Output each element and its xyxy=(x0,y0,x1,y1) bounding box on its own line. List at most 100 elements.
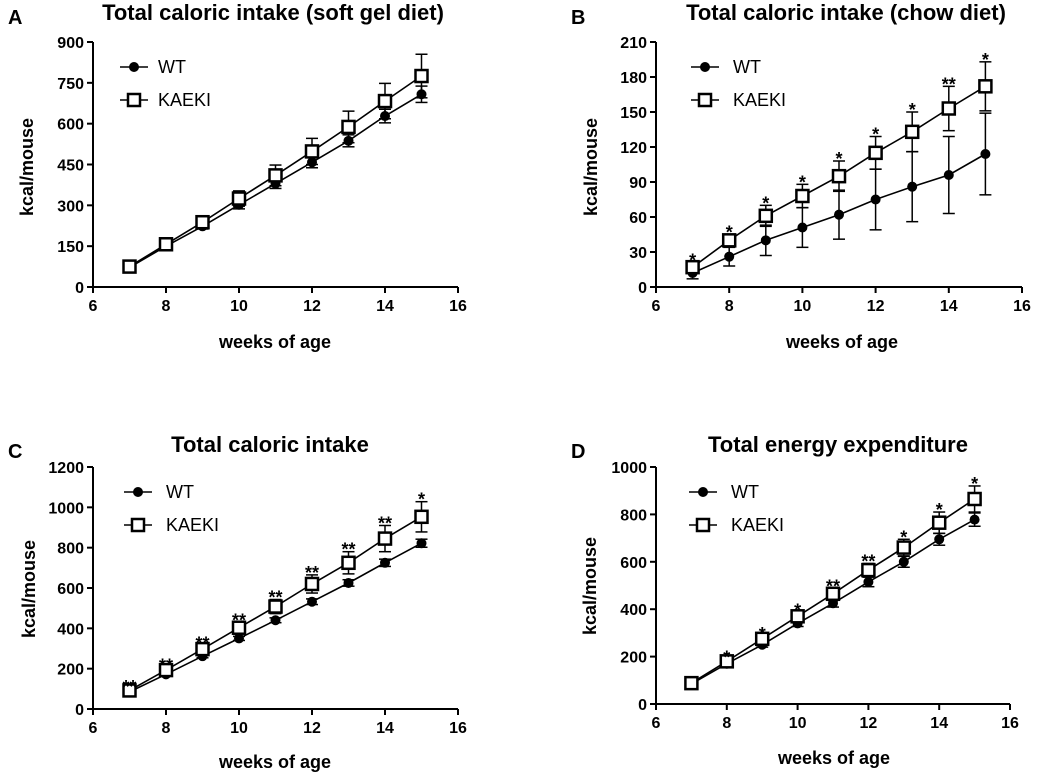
significance-marker: ** xyxy=(861,551,875,571)
x-tick-label: 12 xyxy=(860,715,878,732)
legend-wt-label: WT xyxy=(158,57,186,77)
x-tick-label: 16 xyxy=(449,298,467,315)
x-tick-label: 16 xyxy=(449,720,467,737)
data-point-kaeki xyxy=(158,662,174,678)
y-axis-label: kcal/mouse xyxy=(580,537,600,635)
data-point-kaeki xyxy=(978,79,993,94)
significance-marker: * xyxy=(726,223,733,243)
legend-wt-label: WT xyxy=(166,482,194,502)
y-tick-label: 900 xyxy=(57,35,84,52)
x-tick-label: 12 xyxy=(303,720,321,737)
x-axis-label: weeks of age xyxy=(218,752,331,772)
x-tick-label: 8 xyxy=(725,298,734,315)
x-axis-label: weeks of age xyxy=(218,332,331,352)
x-tick-label: 6 xyxy=(89,720,98,737)
data-point-wt xyxy=(416,538,427,549)
legend: WT KAEKI xyxy=(124,482,219,535)
data-point-kaeki xyxy=(158,237,174,252)
significance-marker: * xyxy=(794,601,801,621)
data-point-kaeki xyxy=(195,641,210,657)
chart-title: Total caloric intake (soft gel diet) xyxy=(102,0,444,25)
data-point-kaeki xyxy=(721,233,737,248)
data-point-kaeki xyxy=(341,119,356,135)
data-point-wt xyxy=(724,251,735,262)
significance-marker: * xyxy=(982,50,989,70)
y-tick-label: 90 xyxy=(629,175,647,192)
legend-wt-marker xyxy=(698,487,708,497)
data-point-kaeki xyxy=(931,515,947,530)
data-point-wt xyxy=(760,235,771,246)
data-point-kaeki xyxy=(941,101,957,116)
panel-b: B Total caloric intake (chow diet) kcal/… xyxy=(571,0,1031,352)
y-tick-label: 30 xyxy=(629,245,647,262)
y-tick-label: 0 xyxy=(75,280,84,297)
x-tick-label: 16 xyxy=(1013,298,1031,315)
y-tick-label: 600 xyxy=(57,117,84,134)
panel-c: C Total caloric intake kcal/mouse weeks … xyxy=(8,432,467,772)
legend-kaeki-marker xyxy=(130,517,146,533)
x-tick-label: 8 xyxy=(162,298,171,315)
data-point-kaeki xyxy=(231,191,247,206)
y-tick-label: 1000 xyxy=(48,500,84,517)
data-point-kaeki xyxy=(122,259,137,274)
data-point-kaeki xyxy=(231,620,247,635)
data-point-kaeki xyxy=(268,168,283,183)
data-point-wt xyxy=(380,557,390,568)
chart-title: Total energy expenditure xyxy=(708,432,968,457)
y-tick-label: 600 xyxy=(57,581,84,598)
x-tick-label: 14 xyxy=(940,298,958,315)
panel-a: A Total caloric intake (soft gel diet) k… xyxy=(8,0,467,352)
significance-marker: * xyxy=(971,474,978,494)
legend: WT KAEKI xyxy=(120,57,211,110)
x-tick-label: 8 xyxy=(722,715,731,732)
data-point-wt xyxy=(969,514,980,525)
data-point-kaeki xyxy=(304,144,320,159)
data-point-wt xyxy=(416,89,427,100)
y-tick-label: 1000 xyxy=(611,460,647,477)
data-point-wt xyxy=(343,577,354,588)
legend: WT KAEKI xyxy=(691,57,786,110)
data-point-kaeki xyxy=(685,259,700,275)
y-tick-label: 200 xyxy=(620,650,647,667)
significance-marker: ** xyxy=(305,563,319,583)
significance-marker: ** xyxy=(378,513,392,533)
panel-letter: B xyxy=(571,7,585,29)
data-point-wt xyxy=(943,170,954,180)
legend-kaeki-label: KAEKI xyxy=(733,90,786,110)
y-tick-label: 180 xyxy=(620,70,647,87)
significance-marker: * xyxy=(900,527,907,547)
legend-wt-label: WT xyxy=(733,57,761,77)
x-tick-label: 14 xyxy=(376,298,394,315)
data-point-kaeki xyxy=(967,491,982,507)
data-point-kaeki xyxy=(758,208,774,224)
significance-marker: ** xyxy=(159,656,173,676)
significance-marker: * xyxy=(835,149,842,169)
data-point-kaeki xyxy=(377,531,393,546)
x-tick-label: 8 xyxy=(162,720,171,737)
x-tick-label: 16 xyxy=(1001,715,1019,732)
data-point-wt xyxy=(898,556,909,567)
data-point-kaeki xyxy=(304,576,320,592)
x-tick-label: 10 xyxy=(230,298,248,315)
data-point-wt xyxy=(380,111,390,122)
legend-kaeki-label: KAEKI xyxy=(731,515,784,535)
legend-kaeki-marker xyxy=(695,517,711,533)
significance-marker: ** xyxy=(826,577,840,597)
data-point-kaeki xyxy=(754,631,770,647)
legend-wt-marker xyxy=(129,62,139,72)
significance-marker: * xyxy=(689,251,696,271)
data-point-kaeki xyxy=(684,675,699,691)
significance-marker: * xyxy=(799,172,806,192)
y-tick-label: 150 xyxy=(57,239,84,256)
data-point-wt xyxy=(234,633,244,644)
data-point-wt xyxy=(797,222,808,233)
data-point-wt xyxy=(870,194,881,205)
legend: WT KAEKI xyxy=(689,482,784,535)
data-point-kaeki xyxy=(341,555,356,571)
x-tick-label: 6 xyxy=(652,715,661,732)
y-axis-label: kcal/mouse xyxy=(17,118,37,216)
chart-title: Total caloric intake xyxy=(171,432,369,457)
x-tick-label: 12 xyxy=(867,298,885,315)
